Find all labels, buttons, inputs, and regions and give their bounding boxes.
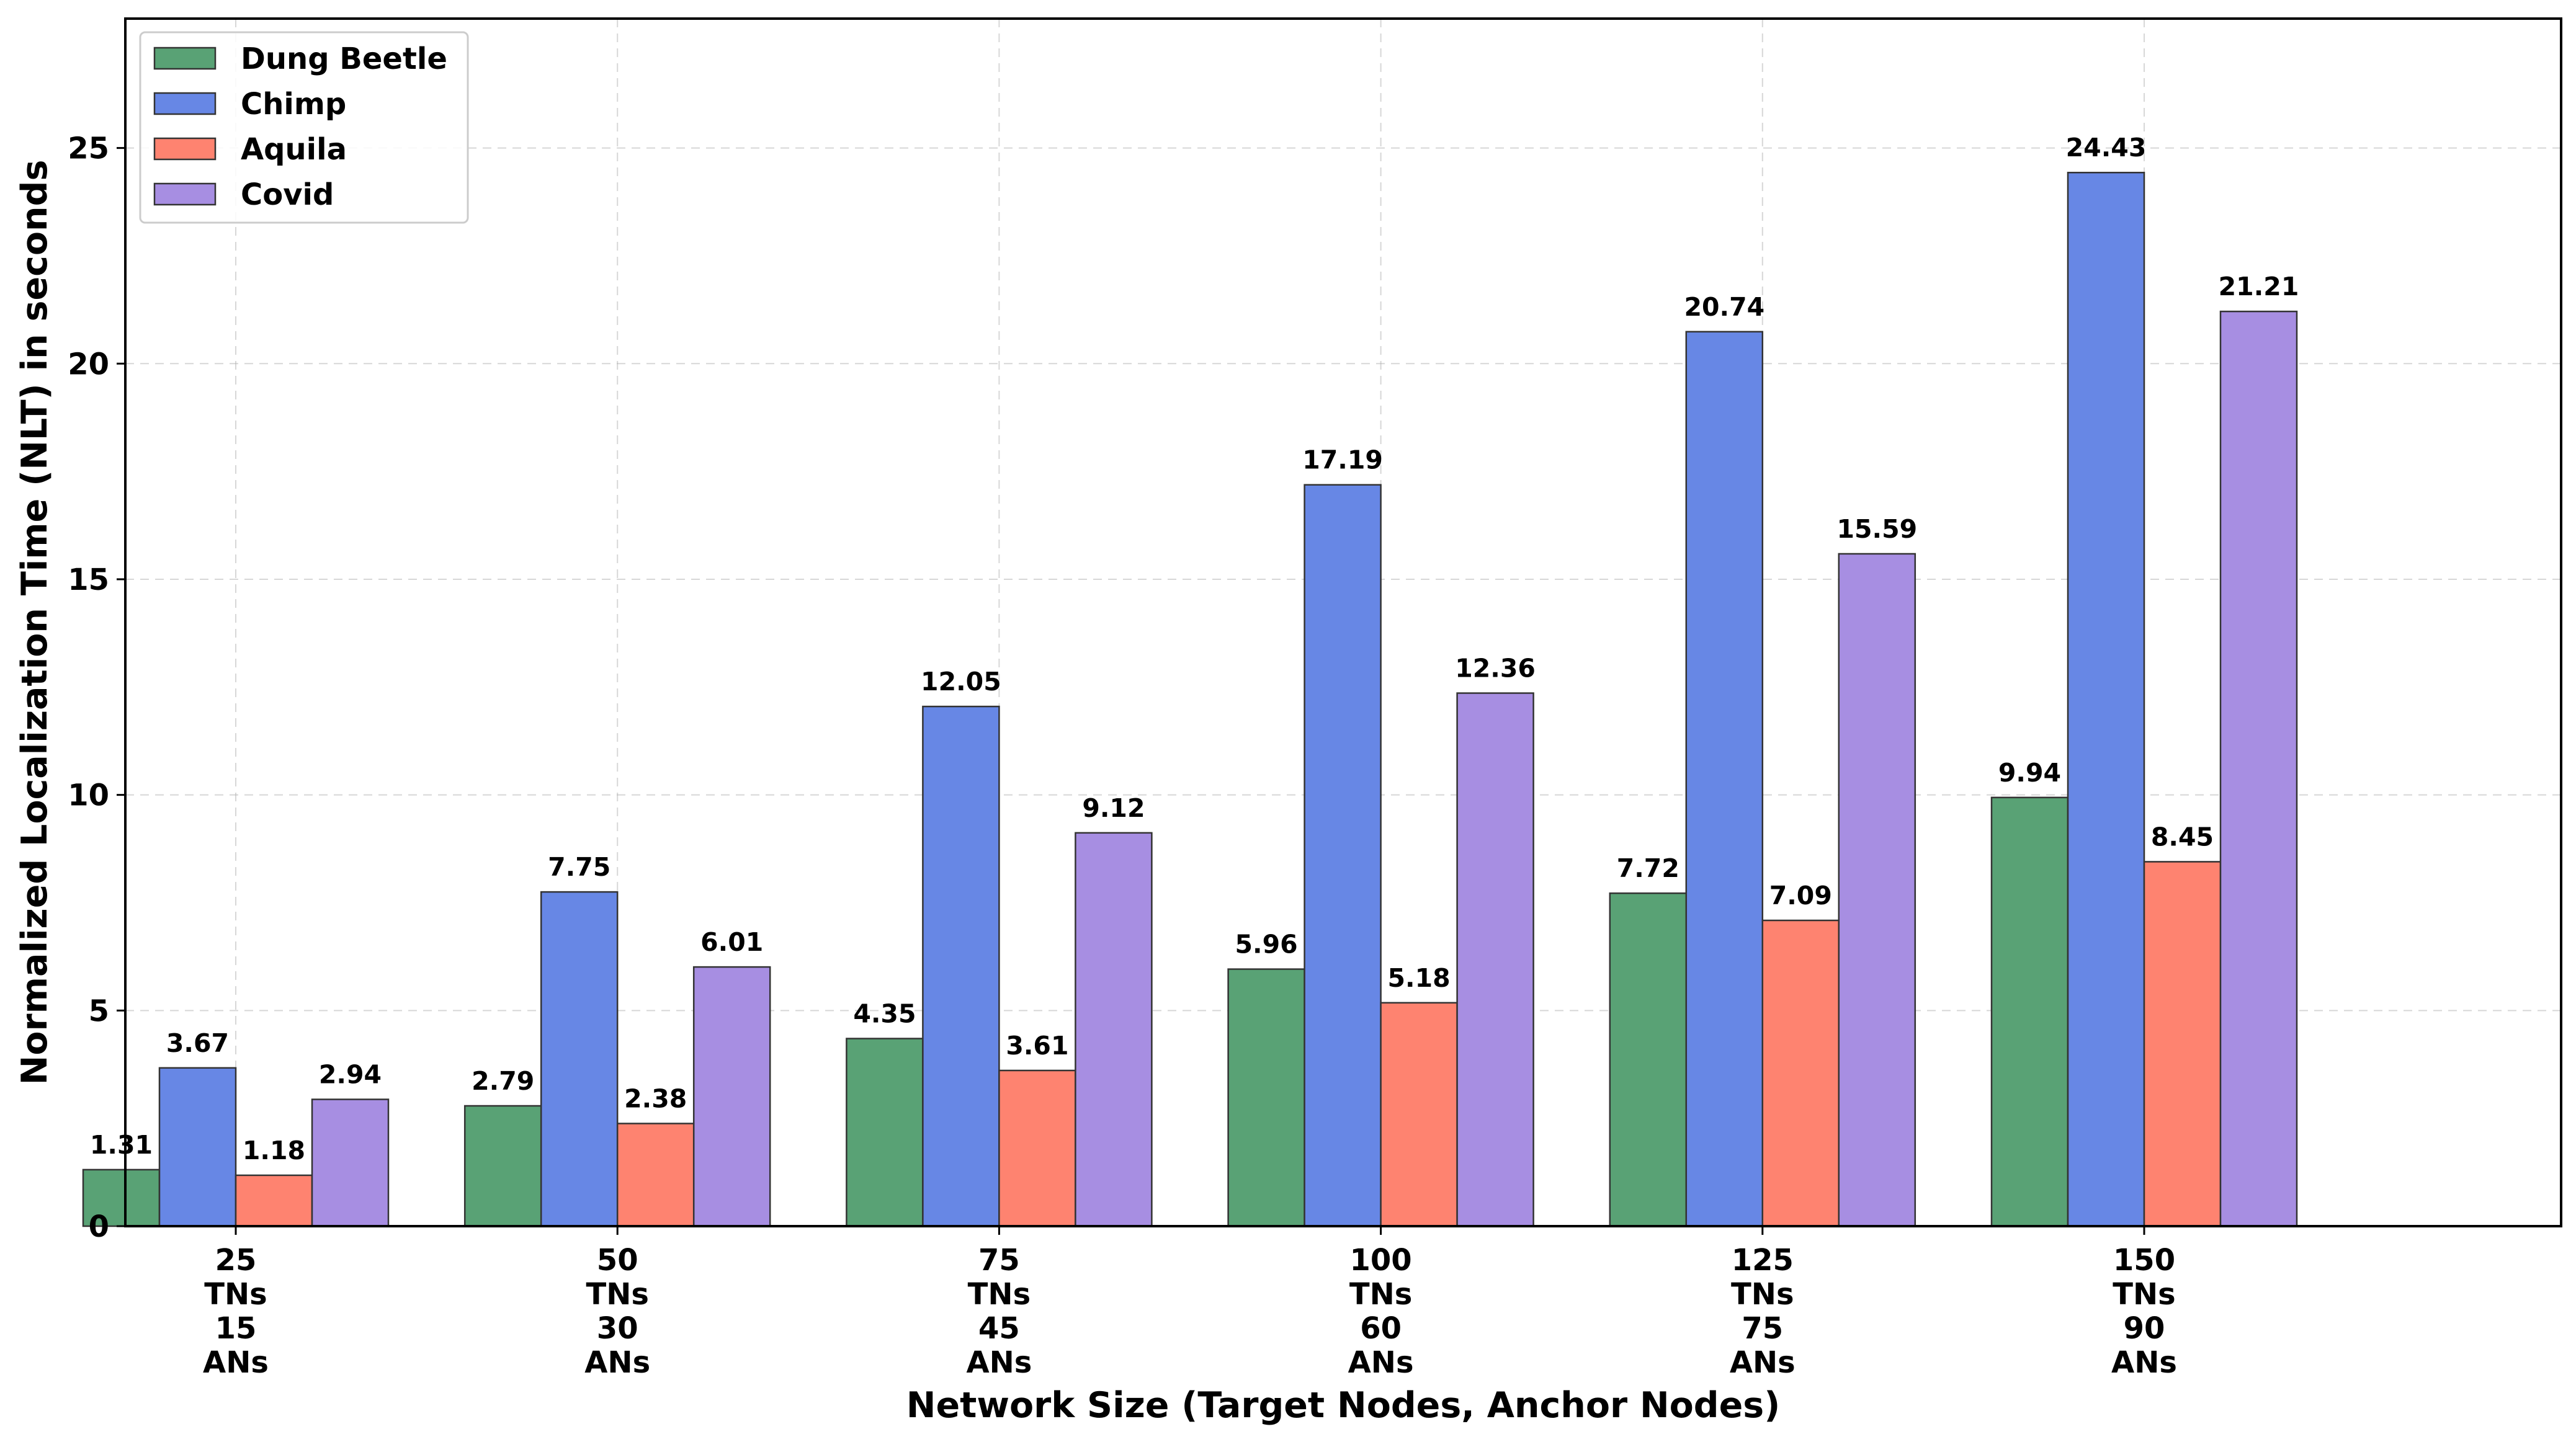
bar-chimp	[2067, 171, 2145, 1227]
bar-dung-beetle	[1990, 796, 2069, 1227]
bar-value-label: 21.21	[2219, 272, 2299, 301]
bar-dung-beetle	[1227, 968, 1305, 1227]
bar-aquila	[998, 1069, 1076, 1227]
bar-value-label: 5.96	[1235, 930, 1298, 959]
bar-covid	[1075, 832, 1153, 1227]
bar-value-label: 4.35	[853, 999, 916, 1029]
bar-value-label: 9.12	[1082, 793, 1145, 823]
legend-items: Dung Beetle Chimp Aquila Covid	[153, 42, 447, 212]
x-tick-label: 100 TNs 60 ANs	[1348, 1243, 1414, 1380]
bar-value-label: 3.67	[166, 1028, 229, 1058]
bar-dung-beetle	[463, 1105, 542, 1227]
bar-aquila	[616, 1123, 695, 1227]
bar-aquila	[235, 1174, 313, 1227]
bar-dung-beetle	[82, 1168, 161, 1227]
x-axis-title: Network Size (Target Nodes, Anchor Nodes…	[906, 1385, 1781, 1426]
bar-aquila	[1380, 1002, 1458, 1227]
bar-value-label: 17.19	[1302, 445, 1383, 475]
bar-value-label: 12.36	[1455, 654, 1536, 683]
bar-value-label: 7.09	[1769, 881, 1832, 910]
bar-covid	[692, 966, 771, 1227]
x-tick-label: 125 TNs 75 ANs	[1730, 1243, 1796, 1380]
legend-box	[139, 31, 469, 224]
y-axis-title: Normalized Localization Time (NLT) in se…	[14, 160, 55, 1085]
y-tick-label: 5	[89, 994, 109, 1028]
x-tick-label: 150 TNs 90 ANs	[2111, 1243, 2177, 1380]
y-tick-label: 25	[68, 131, 109, 166]
bar-value-label: 3.61	[1006, 1031, 1068, 1061]
bar-covid	[2219, 310, 2298, 1227]
bar-value-label: 2.94	[319, 1060, 382, 1090]
legend-label: Dung Beetle	[241, 42, 447, 76]
bars-group	[82, 171, 2298, 1227]
bar-covid	[1456, 692, 1534, 1227]
bar-value-label: 7.75	[548, 852, 610, 882]
bar-value-label: 7.72	[1617, 853, 1679, 883]
bar-dung-beetle	[846, 1038, 924, 1227]
bar-value-label: 9.94	[1998, 758, 2061, 788]
bar-value-label: 15.59	[1836, 514, 1917, 544]
bar-value-label: 1.31	[90, 1130, 153, 1160]
x-axis-ticks: 25 TNs 15 ANs 50 TNs 30 ANs 75 TNs 45 ANs 100 TNs 60 AN…	[203, 1226, 2177, 1380]
legend-swatch-chimp	[153, 92, 217, 115]
y-tick-label: 15	[68, 563, 109, 597]
bar-value-label: 2.38	[624, 1084, 687, 1114]
x-tick-label: 50 TNs 30 ANs	[584, 1243, 650, 1380]
legend-swatch-dung-beetle	[153, 47, 217, 70]
y-tick-label: 20	[68, 347, 109, 381]
data-labels-group: 1.31 2.79 4.35 5.96 7.72 9.94 3.67 7.75 12.05 17.…	[90, 133, 2299, 1165]
bar-value-label: 24.43	[2066, 133, 2147, 162]
bar-covid	[311, 1098, 390, 1227]
bar-value-label: 2.79	[472, 1066, 534, 1096]
legend-label: Aquila	[241, 132, 347, 167]
bar-chimp	[158, 1067, 237, 1227]
bar-chimp	[540, 891, 619, 1227]
plot-area-frame	[124, 17, 2562, 1227]
y-tick-label: 10	[68, 778, 109, 813]
bar-value-label: 12.05	[921, 667, 1001, 697]
y-tick-label: 0	[89, 1209, 109, 1244]
y-axis-ticks: 0 5 10 15 20 25	[68, 131, 125, 1244]
legend-swatch-aquila	[153, 137, 217, 161]
legend-label: Covid	[241, 177, 334, 212]
legend-swatch-covid	[153, 182, 217, 206]
x-tick-label: 25 TNs 15 ANs	[203, 1243, 269, 1380]
bar-dung-beetle	[1609, 892, 1688, 1227]
bar-chimp	[922, 705, 1000, 1227]
bar-value-label: 20.74	[1684, 292, 1764, 322]
bar-chimp	[1304, 484, 1382, 1227]
bar-value-label: 1.18	[243, 1136, 305, 1165]
bar-chimp	[1685, 331, 1764, 1227]
bar-value-label: 5.18	[1388, 963, 1451, 993]
bar-aquila	[2143, 861, 2222, 1227]
bar-value-label: 6.01	[700, 927, 763, 957]
bar-aquila	[1761, 919, 1840, 1227]
bar-value-label: 8.45	[2151, 822, 2214, 852]
x-tick-label: 75 TNs 45 ANs	[966, 1243, 1032, 1380]
legend: Dung Beetle Chimp Aquila Covid	[139, 31, 469, 224]
legend-label: Chimp	[241, 87, 346, 122]
bar-covid	[1838, 553, 1916, 1227]
